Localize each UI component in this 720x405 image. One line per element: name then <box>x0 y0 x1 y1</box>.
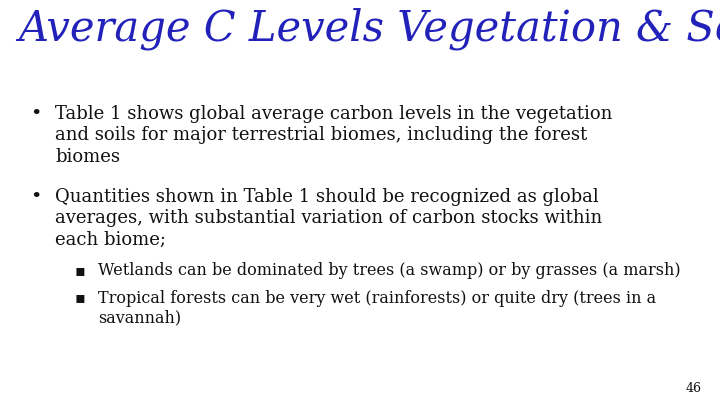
Text: savannah): savannah) <box>98 309 181 326</box>
Text: •: • <box>30 188 41 205</box>
Text: •: • <box>30 105 41 123</box>
Text: Wetlands can be dominated by trees (a swamp) or by grasses (a marsh): Wetlands can be dominated by trees (a sw… <box>98 262 680 279</box>
Text: Quantities shown in Table 1 should be recognized as global: Quantities shown in Table 1 should be re… <box>55 188 599 205</box>
Text: and soils for major terrestrial biomes, including the forest: and soils for major terrestrial biomes, … <box>55 126 588 145</box>
Text: 46: 46 <box>686 382 702 395</box>
Text: biomes: biomes <box>55 148 120 166</box>
Text: averages, with substantial variation of carbon stocks within: averages, with substantial variation of … <box>55 209 602 227</box>
Text: ▪: ▪ <box>75 290 86 307</box>
Text: Tropical forests can be very wet (rainforests) or quite dry (trees in a: Tropical forests can be very wet (rainfo… <box>98 290 656 307</box>
Text: each biome;: each biome; <box>55 230 166 249</box>
Text: Average C Levels Vegetation & Soils: Average C Levels Vegetation & Soils <box>18 8 720 51</box>
Text: Table 1 shows global average carbon levels in the vegetation: Table 1 shows global average carbon leve… <box>55 105 613 123</box>
Text: ▪: ▪ <box>75 262 86 279</box>
